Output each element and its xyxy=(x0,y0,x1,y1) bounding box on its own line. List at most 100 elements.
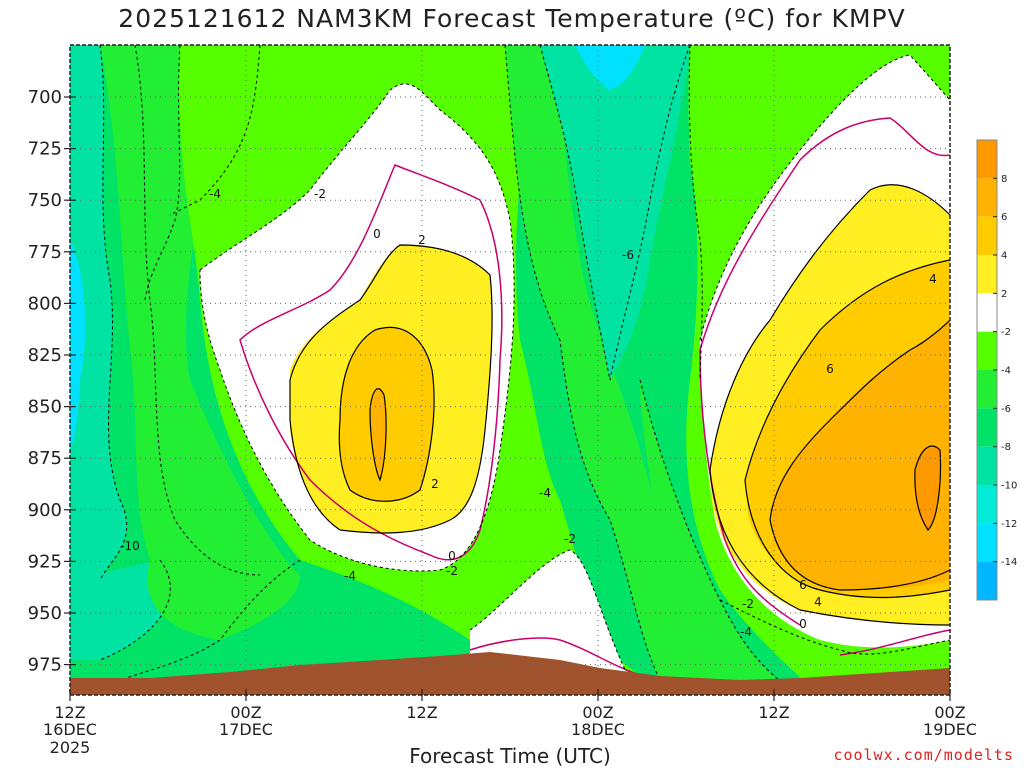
contour-east-4 xyxy=(744,259,950,481)
field-cold-left-lower xyxy=(70,560,171,660)
colorbar-label: -2 xyxy=(1001,327,1011,338)
contour-label: 0 xyxy=(448,549,456,563)
x-tick-time: 12Z xyxy=(54,703,85,722)
negative-temperature-contours xyxy=(99,45,950,695)
field-orange-east xyxy=(770,320,950,590)
contour-label: 4 xyxy=(929,272,937,286)
contour-label: -6 xyxy=(622,248,634,262)
contour-label: 6 xyxy=(799,578,807,592)
x-tick-date: 18DEC xyxy=(571,720,625,739)
colorbar-swatch xyxy=(977,293,997,332)
contour-west-4 xyxy=(338,326,435,502)
positive-temperature-contours xyxy=(289,184,950,626)
contour-neg-d xyxy=(169,45,261,216)
x-tick-date: 16DEC xyxy=(43,720,97,739)
contour-label: 0 xyxy=(373,227,381,241)
y-tick-label: 775 xyxy=(28,242,62,263)
contour-label: -2 xyxy=(446,564,458,578)
colorbar-swatch xyxy=(977,523,997,562)
colorbar-swatch xyxy=(977,216,997,255)
colorbar-swatch xyxy=(977,561,997,600)
colorbar-label: -6 xyxy=(1001,404,1011,415)
contour-west-2 xyxy=(289,244,493,534)
credit-link[interactable]: coolwx.com/modelts xyxy=(833,746,1014,764)
y-tick-label: 825 xyxy=(28,345,62,366)
colorbar-swatch xyxy=(977,331,997,370)
colorbar-label: 8 xyxy=(1001,174,1007,185)
contour-label: -4 xyxy=(344,569,356,583)
freezing-contour-west xyxy=(239,164,503,561)
contour-label: -4 xyxy=(539,486,551,500)
contour-label: 6 xyxy=(826,362,834,376)
contour-west-6 xyxy=(369,388,387,482)
contour-label: -2 xyxy=(564,532,576,546)
colorbar-swatch xyxy=(977,370,997,409)
field-green-west xyxy=(100,45,300,640)
freezing-contour-east-lower xyxy=(699,349,801,626)
field-cold-mid xyxy=(540,45,690,380)
colorbar-label: 2 xyxy=(1001,289,1007,300)
y-tick-label: 800 xyxy=(28,293,62,314)
y-tick-label: 925 xyxy=(28,551,62,572)
contour-neg-k xyxy=(119,559,301,681)
contour-label: -4 xyxy=(209,187,221,201)
y-axis: 700 725 750 775 800 825 850 875 900 925 950 975 xyxy=(28,87,76,676)
y-tick-label: 900 xyxy=(28,500,62,521)
freezing-contour-east-upper xyxy=(699,117,950,351)
colorbar-swatch xyxy=(977,255,997,294)
colorbar-label: -4 xyxy=(1001,366,1011,377)
x-tick-time: 00Z xyxy=(934,703,965,722)
plot-frame xyxy=(69,44,951,696)
contour-neg-b xyxy=(134,45,261,576)
x-axis-label: Forecast Time (UTC) xyxy=(409,744,611,768)
x-tick-time: 00Z xyxy=(230,703,261,722)
x-tick-time: 00Z xyxy=(582,703,613,722)
temperature-field xyxy=(70,45,950,695)
contour-neg-j xyxy=(699,54,950,341)
y-tick-label: 750 xyxy=(28,190,62,211)
colorbar: 8 6 4 2 -2 -4 -6 -8 -10 -12 -14 xyxy=(976,139,1017,601)
field-cold-left-core xyxy=(70,240,86,450)
contour-neg-c xyxy=(144,45,181,301)
colorbar-label: -12 xyxy=(1001,519,1017,530)
field-cold-mid-core xyxy=(575,45,645,90)
contour-east-2-lower xyxy=(709,469,950,626)
contour-neg-m xyxy=(99,559,171,661)
contour-neg-g xyxy=(539,45,691,381)
contour-east-6-lower xyxy=(769,519,950,591)
contour-label: 2 xyxy=(418,233,426,247)
contour-east-8 xyxy=(914,445,942,531)
contour-label: -2 xyxy=(742,597,754,611)
colorbar-swatch xyxy=(977,178,997,217)
y-tick-label: 875 xyxy=(28,448,62,469)
contour-label: -10 xyxy=(120,539,140,553)
contour-neg-e xyxy=(199,83,515,572)
chart-title: 2025121612 NAM3KM Forecast Temperature (… xyxy=(118,4,906,33)
field-cold-left xyxy=(70,45,127,580)
y-tick-label: 850 xyxy=(28,397,62,418)
contour-label: -4 xyxy=(740,625,752,639)
contour-neg-l xyxy=(469,549,631,681)
contour-neg-a xyxy=(99,45,128,581)
x-tick-year: 2025 xyxy=(50,738,91,757)
y-tick-label: 725 xyxy=(28,139,62,160)
contour-neg-h xyxy=(688,45,703,381)
contour-east-4-lower xyxy=(744,479,950,599)
x-tick-date: 17DEC xyxy=(219,720,273,739)
colorbar-label: 4 xyxy=(1001,251,1007,262)
x-tick-time: 12Z xyxy=(406,703,437,722)
contour-east-2 xyxy=(709,184,950,471)
freezing-contour-east-tail xyxy=(839,629,950,656)
ground-terrain xyxy=(70,652,950,695)
contour-neg-n xyxy=(719,599,950,655)
contour-neg-i xyxy=(639,379,801,695)
y-tick-label: 950 xyxy=(28,603,62,624)
grid-lines xyxy=(70,45,950,695)
x-tick-date: 19DEC xyxy=(923,720,977,739)
field-green-east-inner xyxy=(640,380,800,695)
colorbar-label: -10 xyxy=(1001,481,1017,492)
x-tick-time: 12Z xyxy=(758,703,789,722)
